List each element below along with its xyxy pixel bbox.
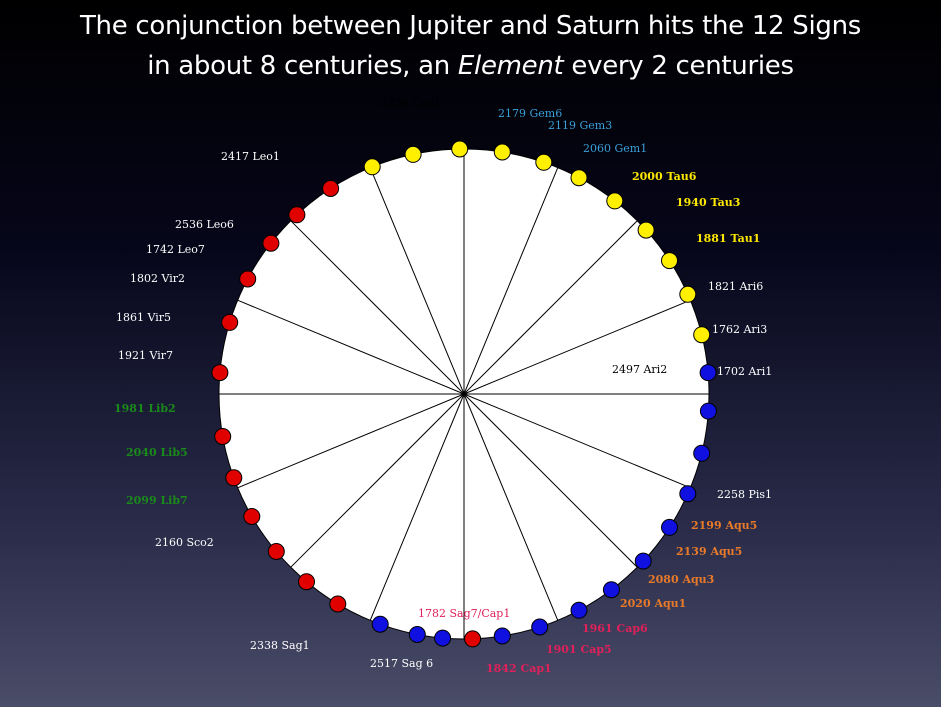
conjunction-dot-earth (451, 140, 469, 158)
conjunction-dots (211, 140, 717, 648)
conjunction-dot-fire (225, 469, 243, 487)
spoke-line (463, 393, 691, 489)
spoke-line (237, 299, 465, 395)
conjunction-dot-fire (464, 630, 482, 648)
conjunction-dot-water (679, 485, 697, 503)
label-aqu3-2080: 2080 Aqu3 (648, 573, 714, 586)
label-gem3-2119: 2119 Gem3 (548, 119, 612, 132)
spoke-line (463, 393, 559, 621)
label-leo6-2536: 2536 Leo6 (175, 218, 234, 231)
label-vir2-1802: 1802 Vir2 (130, 272, 185, 285)
wheel-spokes (219, 149, 709, 639)
conjunction-dot-fire (322, 180, 340, 197)
title-line-2: in about 8 centuries, an Element every 2… (0, 46, 941, 86)
label-ari2-2497: 2497 Ari2 (612, 363, 667, 376)
label-aqu1-2020: 2020 Aqu1 (620, 597, 686, 610)
conjunction-dot-fire (288, 206, 306, 224)
label-lib7-2099: 2099 Lib7 (126, 494, 188, 507)
label-sag6-2517: 2517 Sag 6 (370, 657, 433, 670)
conjunction-dot-earth (535, 153, 553, 171)
label-lib2-1981: 1981 Lib2 (114, 402, 176, 415)
label-ari3-1762: 1762 Ari3 (712, 323, 767, 336)
conjunction-dot-water (699, 364, 717, 382)
title-line-2-start: in about 8 centuries, an (147, 51, 458, 81)
conjunction-dot-earth (637, 221, 655, 239)
label-leo7-1742: 1742 Leo7 (146, 243, 205, 256)
label-sco2-2160: 2160 Sco2 (155, 536, 214, 549)
spoke-line (463, 167, 559, 395)
spoke-line (290, 220, 465, 395)
conjunction-dot-water (371, 615, 389, 633)
conjunction-dot-fire (329, 595, 347, 613)
conjunction-dot-water (493, 627, 511, 645)
conjunction-dot-water (434, 629, 452, 647)
conjunction-dot-water (531, 618, 549, 636)
label-pis1-2258: 2258 Pis1 (717, 488, 772, 501)
label-aqu5-2199: 2199 Aqu5 (691, 519, 757, 532)
conjunction-dot-fire (211, 364, 229, 382)
conjunction-dot-fire (267, 543, 285, 560)
conjunction-dot-earth (363, 158, 381, 176)
label-ari1-1702: 1702 Ari1 (717, 365, 772, 378)
conjunction-dot-fire (214, 428, 232, 445)
conjunction-dot-water (661, 518, 678, 536)
conjunction-dot-earth (404, 145, 422, 163)
label-sag1-2338: 2338 Sag1 (250, 639, 310, 652)
label-gem1-2060: 2060 Gem1 (583, 142, 647, 155)
spoke-line (369, 167, 465, 395)
conjunction-dot-earth (606, 192, 624, 210)
diagram-title: The conjunction between Jupiter and Satu… (0, 6, 941, 86)
label-tau1-1881: 1881 Tau1 (696, 232, 760, 245)
conjunction-dot-fire (243, 508, 261, 525)
conjunction-dot-earth (493, 143, 511, 161)
conjunction-dot-earth (661, 252, 678, 270)
label-vir5-1861: 1861 Vir5 (116, 311, 171, 324)
spoke-line (463, 299, 691, 395)
conjunction-dot-water (602, 581, 620, 599)
conjunction-labels: 2238 Can1 2179 Gem6 2119 Gem3 2060 Gem1 … (114, 96, 772, 675)
conjunction-dot-earth (693, 326, 711, 344)
label-lib5-2040: 2040 Lib5 (126, 446, 188, 459)
conjunction-dot-fire (221, 313, 239, 331)
spoke-line (463, 220, 638, 395)
spoke-line (237, 393, 465, 489)
conjunction-dot-earth (679, 285, 697, 303)
label-can1-2238: 2238 Can1 (381, 96, 442, 109)
conjunction-dot-fire (298, 573, 315, 591)
conjunction-dot-water (408, 626, 426, 643)
label-tau3-1940: 1940 Tau3 (676, 196, 740, 209)
label-cap6-1961: 1961 Cap6 (582, 622, 648, 635)
conjunction-dot-water (693, 444, 711, 462)
label-ari6-1821: 1821 Ari6 (708, 280, 763, 293)
conjunction-dot-water (634, 552, 652, 570)
title-element-word: Element (457, 51, 564, 81)
conjunction-dot-fire (262, 234, 280, 252)
conjunction-dot-earth (570, 169, 588, 187)
label-aqu5-2139: 2139 Aqu5 (676, 545, 742, 558)
label-cap1-1842: 1842 Cap1 (486, 662, 552, 675)
spoke-line (369, 393, 465, 621)
conjunction-dot-fire (239, 270, 257, 288)
spoke-line (290, 393, 465, 568)
label-sag7-cap1-1782: 1782 Sag7/Cap1 (418, 607, 510, 620)
label-tau6-2000: 2000 Tau6 (632, 170, 697, 183)
label-gem6-2179: 2179 Gem6 (498, 107, 562, 120)
spoke-line (463, 393, 638, 568)
title-line-2-end: every 2 centuries (563, 51, 794, 81)
label-leo1-2417: 2417 Leo1 (221, 150, 280, 163)
label-vir7-1921: 1921 Vir7 (118, 349, 173, 362)
conjunction-dot-water (570, 601, 588, 619)
label-cap5-1901: 1901 Cap5 (546, 643, 612, 656)
conjunction-dot-water (699, 402, 717, 420)
title-line-1: The conjunction between Jupiter and Satu… (79, 11, 862, 41)
